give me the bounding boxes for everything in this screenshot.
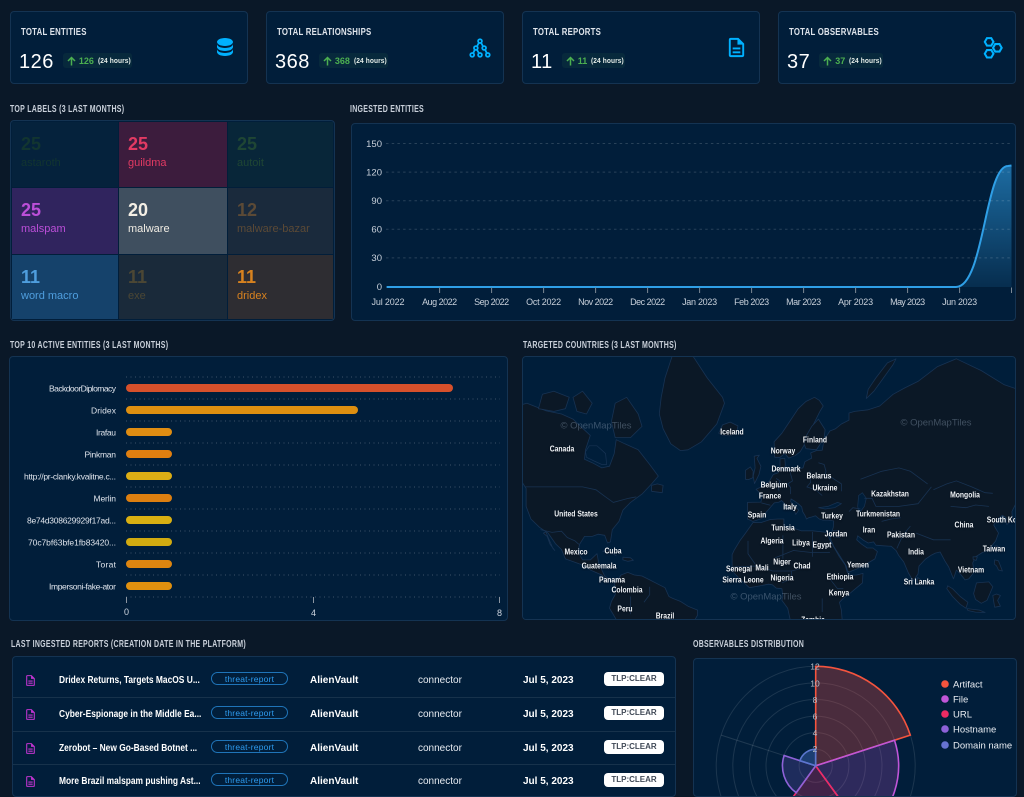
svg-text:Domain name: Domain name: [953, 741, 1012, 752]
svg-text:Irafau: Irafau: [96, 428, 116, 438]
svg-text:File: File: [953, 695, 968, 706]
svg-text:0: 0: [377, 282, 382, 293]
svg-text:12: 12: [810, 662, 820, 672]
svg-text:Hostname: Hostname: [953, 725, 996, 736]
svg-text:Mar 2023: Mar 2023: [786, 297, 821, 307]
svg-text:90: 90: [371, 196, 382, 207]
svg-text:Pinkman: Pinkman: [85, 450, 117, 460]
svg-text:Artifact: Artifact: [953, 680, 983, 691]
svg-text:4: 4: [311, 608, 316, 618]
svg-text:8e74d308629929f17ad...: 8e74d308629929f17ad...: [27, 516, 116, 526]
svg-text:70c7bf63bfe1fb83420...: 70c7bf63bfe1fb83420...: [28, 538, 116, 548]
svg-text:30: 30: [371, 253, 382, 264]
svg-text:6: 6: [813, 712, 818, 722]
svg-text:http://pr-clanky.kvalitne.c...: http://pr-clanky.kvalitne.c...: [24, 472, 116, 482]
svg-text:8: 8: [497, 608, 502, 618]
svg-text:Merlin: Merlin: [94, 494, 117, 504]
svg-text:Torat: Torat: [96, 560, 117, 570]
svg-text:Aug 2022: Aug 2022: [422, 297, 457, 307]
svg-text:Impersoni-fake-ator: Impersoni-fake-ator: [49, 582, 116, 592]
svg-text:120: 120: [366, 167, 382, 178]
svg-text:Oct 2022: Oct 2022: [526, 297, 561, 307]
svg-text:URL: URL: [953, 710, 972, 721]
svg-text:Dridex: Dridex: [91, 406, 117, 416]
svg-text:8: 8: [813, 695, 818, 705]
svg-text:Dec 2022: Dec 2022: [630, 297, 665, 307]
svg-text:4: 4: [813, 728, 818, 738]
svg-text:Apr 2023: Apr 2023: [838, 297, 873, 307]
svg-text:0: 0: [124, 607, 129, 617]
svg-text:Jun 2023: Jun 2023: [942, 297, 977, 307]
svg-text:Jan 2023: Jan 2023: [682, 297, 717, 307]
svg-text:Sep 2022: Sep 2022: [474, 297, 509, 307]
svg-text:BackdoorDiplomacy: BackdoorDiplomacy: [49, 384, 117, 394]
svg-text:2: 2: [813, 744, 818, 754]
svg-text:150: 150: [366, 139, 382, 150]
svg-text:Nov 2022: Nov 2022: [578, 297, 613, 307]
svg-text:Feb 2023: Feb 2023: [734, 297, 769, 307]
svg-text:Jul 2022: Jul 2022: [372, 297, 405, 307]
svg-text:60: 60: [371, 225, 382, 236]
svg-text:10: 10: [810, 678, 820, 688]
svg-text:May 2023: May 2023: [890, 297, 925, 307]
